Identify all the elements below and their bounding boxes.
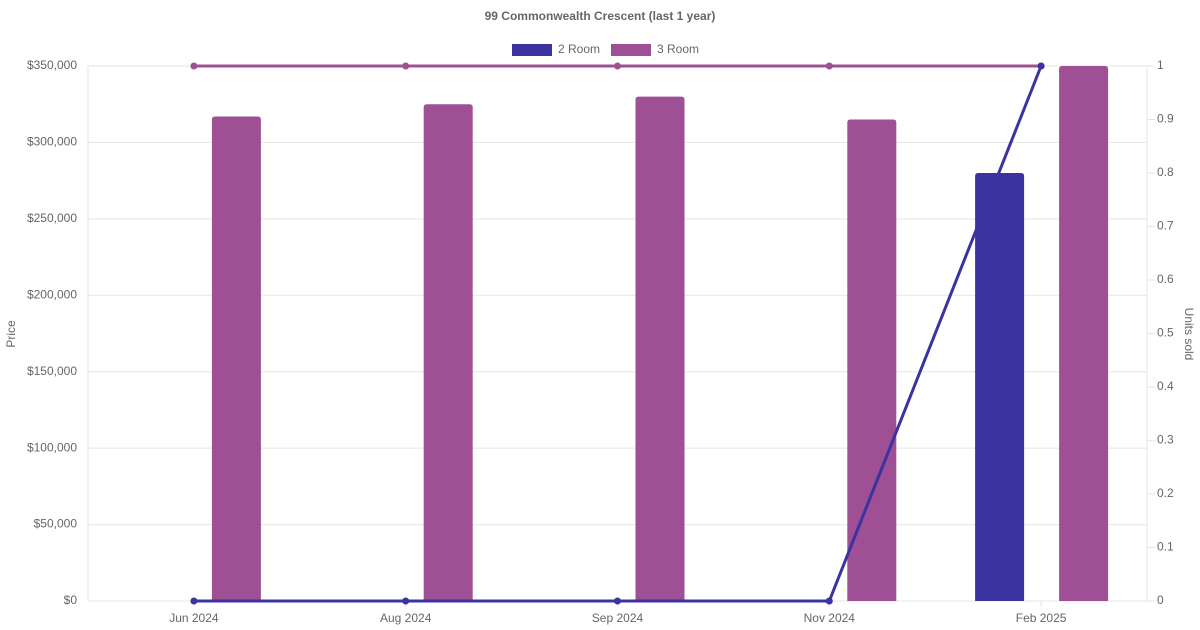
y-tick-label: $250,000 <box>27 211 77 225</box>
legend-label: 2 Room <box>558 42 600 56</box>
units-point <box>614 62 621 70</box>
y-axis-title: Price <box>4 320 18 348</box>
units-line <box>193 65 1043 603</box>
units-point <box>825 597 833 605</box>
y2-tick-label: 0.6 <box>1157 272 1174 286</box>
y-tick-label: $200,000 <box>27 287 77 301</box>
y2-tick-label: 0.9 <box>1157 112 1174 126</box>
legend-swatch <box>512 44 552 56</box>
y-tick-label: $350,000 <box>27 58 77 72</box>
units-point <box>190 597 198 605</box>
x-tick-label: Jun 2024 <box>169 611 219 625</box>
units-point <box>190 62 198 70</box>
legend-swatch <box>611 44 651 56</box>
x-tick-label: Feb 2025 <box>1016 611 1067 625</box>
y2-tick-label: 0.2 <box>1157 486 1174 500</box>
y-tick-label: $150,000 <box>27 364 77 378</box>
bar <box>211 116 261 601</box>
x-tick-label: Sep 2024 <box>592 611 644 625</box>
bar <box>423 104 473 601</box>
y2-axis-title: Units sold <box>1182 308 1196 361</box>
units-point <box>614 597 621 605</box>
units-point <box>402 62 410 70</box>
units-point <box>1037 62 1045 70</box>
y-tick-label: $300,000 <box>27 135 77 149</box>
bar <box>635 96 685 602</box>
bar <box>1059 66 1109 601</box>
y2-tick-label: 0.8 <box>1157 165 1174 179</box>
bar <box>975 173 1025 601</box>
y2-tick-label: 0.1 <box>1157 540 1174 554</box>
y-tick-label: $50,000 <box>34 517 78 531</box>
y2-tick-label: 0.4 <box>1157 379 1174 393</box>
legend-label: 3 Room <box>657 42 699 56</box>
y-tick-label: $100,000 <box>27 440 77 454</box>
y2-tick-label: 0 <box>1157 593 1164 607</box>
y2-tick-label: 0.3 <box>1157 433 1174 447</box>
y2-tick-label: 0.5 <box>1157 326 1174 340</box>
y2-tick-label: 1 <box>1157 58 1164 72</box>
x-tick-label: Nov 2024 <box>804 611 856 625</box>
y-tick-label: $0 <box>64 593 78 607</box>
units-point <box>402 597 410 605</box>
units-point <box>825 62 833 70</box>
bar <box>847 119 897 601</box>
chart-title: 99 Commonwealth Crescent (last 1 year) <box>485 9 716 23</box>
y2-tick-label: 0.7 <box>1157 219 1174 233</box>
x-tick-label: Aug 2024 <box>380 611 432 625</box>
